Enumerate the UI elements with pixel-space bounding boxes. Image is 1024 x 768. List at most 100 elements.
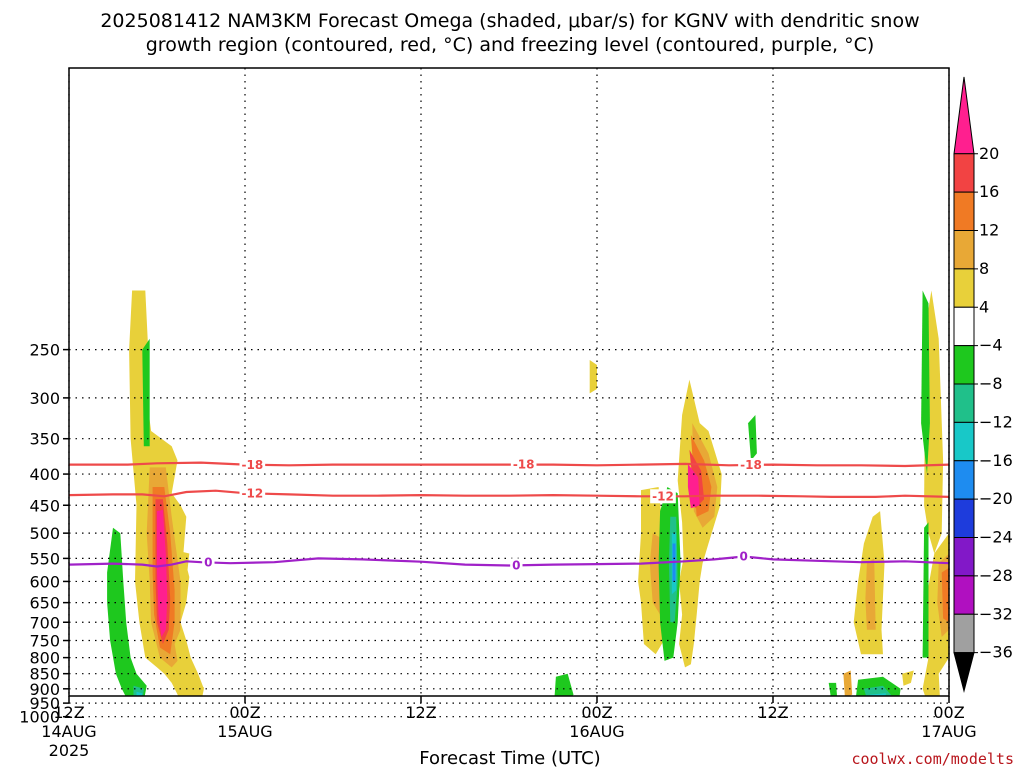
colorbar-bottom-arrow bbox=[953, 652, 975, 693]
contour-label--18-1: -18 bbox=[513, 458, 535, 472]
y-tick-label-950: 950 bbox=[29, 694, 60, 713]
omega-region-4-2 bbox=[180, 682, 204, 696]
omega-region-8-13 bbox=[865, 558, 876, 630]
colorbar-label-9: −20 bbox=[979, 489, 1013, 508]
omega-region--4-32 bbox=[828, 682, 838, 696]
colorbar-label-2: 12 bbox=[979, 221, 999, 240]
contour-label-bg bbox=[738, 457, 764, 472]
plot-frame bbox=[68, 67, 950, 697]
contour-label--18-2: -18 bbox=[740, 458, 762, 472]
omega-region-4-6 bbox=[902, 670, 914, 686]
contour-label--18-0: -18 bbox=[241, 458, 263, 472]
omega-region--4-30 bbox=[922, 522, 929, 658]
x-tick-date-3: 16AUG bbox=[569, 722, 624, 741]
x-tick-label-5: 00Z bbox=[933, 703, 964, 722]
y-tick-label-550: 550 bbox=[29, 549, 60, 568]
contour-label--12-0: -12 bbox=[241, 486, 263, 500]
y-tick-label-1000: 1000 bbox=[19, 708, 60, 727]
colorbar-label-7: −12 bbox=[979, 412, 1013, 431]
omega-region--4-29 bbox=[921, 290, 930, 475]
contour-label-bg bbox=[202, 555, 215, 570]
x-tick-label-3: 00Z bbox=[581, 703, 612, 722]
contour-label-bg bbox=[510, 558, 523, 573]
omega-region--4-23 bbox=[107, 527, 147, 696]
y-tick-label-600: 600 bbox=[29, 572, 60, 591]
colorbar: 20 16 12 8 4 −4 −8 −12 −16 −20 −24 −28 −32 −36 bbox=[953, 76, 1013, 693]
colorbar-top-arrow bbox=[953, 76, 975, 155]
contour-label-0-0: 0 bbox=[204, 555, 212, 569]
x-tick-label-1: 00Z bbox=[229, 703, 260, 722]
x-tick-year-0: 2025 bbox=[49, 741, 90, 760]
contour-label-bg bbox=[650, 489, 676, 504]
contour-label--12-1: -12 bbox=[652, 489, 674, 503]
y-tick-label-300: 300 bbox=[29, 389, 60, 408]
x-tick-date-1: 15AUG bbox=[217, 722, 272, 741]
y-tick-label-850: 850 bbox=[29, 665, 60, 684]
contour-label-bg bbox=[239, 486, 266, 501]
credit-text: coolwx.com/modelts bbox=[851, 750, 1014, 768]
omega-region-4-5 bbox=[589, 360, 597, 394]
omega-region--4-27 bbox=[554, 673, 574, 696]
omega-region--16-40 bbox=[138, 696, 141, 702]
contour-line--18 bbox=[69, 461, 949, 468]
y-tick-label-400: 400 bbox=[29, 465, 60, 484]
omega-region-8-15 bbox=[843, 670, 853, 696]
y-axis: 2503003504004505005506006507007508008509… bbox=[19, 341, 69, 727]
colorbar-bin-4 bbox=[953, 268, 975, 308]
colorbar-label-13: −36 bbox=[979, 643, 1013, 662]
colorbar-bin-8 bbox=[953, 421, 975, 462]
colorbar-label-5: −4 bbox=[979, 336, 1003, 355]
omega-region-4-4 bbox=[677, 379, 722, 668]
contour-label-bg bbox=[737, 549, 750, 564]
colorbar-bin-3 bbox=[953, 230, 975, 270]
y-tick-label-650: 650 bbox=[29, 594, 60, 613]
colorbar-label-3: 8 bbox=[979, 259, 989, 278]
contour-label-bg bbox=[510, 457, 537, 472]
colorbar-label-0: 20 bbox=[979, 144, 999, 163]
omega-region--12-37 bbox=[136, 691, 143, 696]
colorbar-bin-10 bbox=[953, 498, 975, 538]
x-tick-date-0: 14AUG bbox=[41, 722, 96, 741]
colorbar-bin-9 bbox=[953, 460, 975, 500]
x-tick-label-2: 12Z bbox=[405, 703, 436, 722]
omega-region--4-28 bbox=[665, 700, 678, 712]
contour-label-0-2: 0 bbox=[739, 549, 747, 563]
omega-region-20-21 bbox=[157, 509, 168, 637]
contour-line-0 bbox=[69, 555, 949, 568]
chart-title-line-1: 2025081412 NAM3KM Forecast Omega (shaded… bbox=[100, 10, 919, 32]
y-tick-label-250: 250 bbox=[29, 341, 60, 360]
omega-region--12-38 bbox=[869, 693, 886, 696]
y-tick-label-800: 800 bbox=[29, 649, 60, 668]
colorbar-bin-6 bbox=[953, 345, 975, 385]
y-tick-label-500: 500 bbox=[29, 524, 60, 543]
colorbar-bin-1 bbox=[953, 153, 975, 193]
y-tick-label-450: 450 bbox=[29, 496, 60, 515]
omega-region--4-24 bbox=[142, 338, 150, 447]
y-tick-label-750: 750 bbox=[29, 632, 60, 651]
contour-line--12 bbox=[69, 489, 949, 498]
y-tick-label-350: 350 bbox=[29, 430, 60, 449]
colorbar-bin-11 bbox=[953, 537, 975, 577]
colorbar-bin-2 bbox=[953, 191, 975, 231]
colorbar-bin-12 bbox=[953, 575, 975, 615]
x-tick-label-4: 12Z bbox=[757, 703, 788, 722]
x-tick-date-5: 17AUG bbox=[921, 722, 976, 741]
colorbar-label-4: 4 bbox=[979, 297, 989, 316]
colorbar-label-10: −24 bbox=[979, 528, 1013, 547]
x-tick-label-0: 12Z bbox=[53, 703, 84, 722]
temperature-contours: -18 -18 -18 -12 -12 0 0 0 bbox=[69, 457, 949, 573]
colorbar-label-1: 16 bbox=[979, 182, 999, 201]
colorbar-label-12: −32 bbox=[979, 604, 1013, 623]
contour-label-0-1: 0 bbox=[512, 558, 520, 572]
colorbar-bin-5 bbox=[953, 306, 975, 347]
x-axis-label: Forecast Time (UTC) bbox=[419, 748, 600, 768]
chart-title-line-2: growth region (contoured, red, °C) and f… bbox=[146, 34, 875, 56]
colorbar-bin-7 bbox=[953, 383, 975, 423]
grid-lines bbox=[68, 68, 950, 718]
colorbar-label-8: −16 bbox=[979, 451, 1013, 470]
y-tick-label-700: 700 bbox=[29, 613, 60, 632]
y-tick-label-900: 900 bbox=[29, 680, 60, 699]
colorbar-label-11: −28 bbox=[979, 566, 1013, 585]
